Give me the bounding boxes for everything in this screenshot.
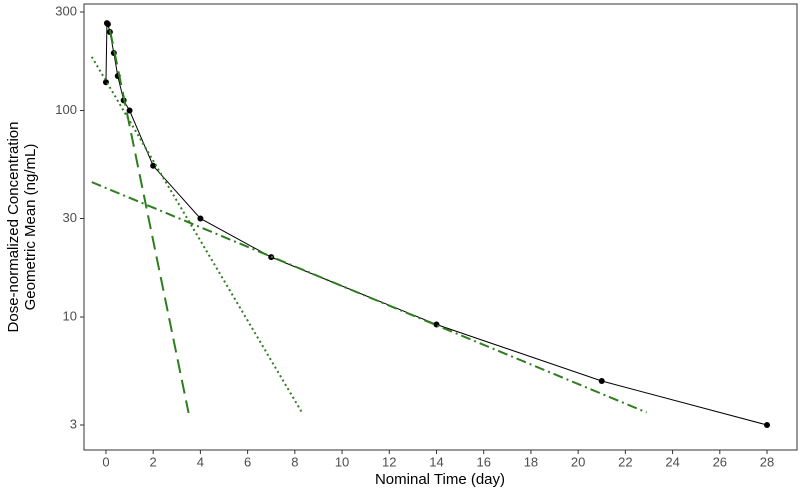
plot-border xyxy=(83,3,798,451)
y-axis-label: Dose-normalized Concentration xyxy=(5,122,22,333)
data-point xyxy=(102,79,109,86)
x-tick-label: 22 xyxy=(618,454,632,469)
x-tick-label: 26 xyxy=(713,454,727,469)
x-tick-label: 24 xyxy=(665,454,679,469)
x-tick-label: 2 xyxy=(150,454,157,469)
x-tick-label: 8 xyxy=(291,454,298,469)
data-point xyxy=(126,107,133,114)
x-tick-label: 4 xyxy=(197,454,204,469)
data-point xyxy=(150,162,157,169)
x-tick-label: 28 xyxy=(760,454,774,469)
x-tick-label: 14 xyxy=(429,454,443,469)
y-tick-label: 30 xyxy=(63,210,77,225)
x-tick-label: 0 xyxy=(102,454,109,469)
x-tick-label: 20 xyxy=(571,454,585,469)
series-line xyxy=(91,181,647,414)
series-line xyxy=(108,29,190,414)
y-axis-label: Geometric Mean (ng/mL) xyxy=(22,144,39,311)
data-point xyxy=(104,21,111,28)
data-point xyxy=(598,377,605,384)
y-tick-label: 100 xyxy=(55,102,77,117)
data-point xyxy=(764,421,771,428)
y-tick-label: 300 xyxy=(55,3,77,18)
series-line xyxy=(90,56,303,413)
x-axis-label: Nominal Time (day) xyxy=(375,471,505,488)
x-tick-label: 16 xyxy=(476,454,490,469)
y-tick-label: 3 xyxy=(70,416,77,431)
x-tick-label: 6 xyxy=(244,454,251,469)
x-tick-label: 10 xyxy=(335,454,349,469)
data-point xyxy=(197,215,204,222)
y-tick-label: 10 xyxy=(63,308,77,323)
x-tick-label: 12 xyxy=(382,454,396,469)
x-tick-label: 18 xyxy=(524,454,538,469)
